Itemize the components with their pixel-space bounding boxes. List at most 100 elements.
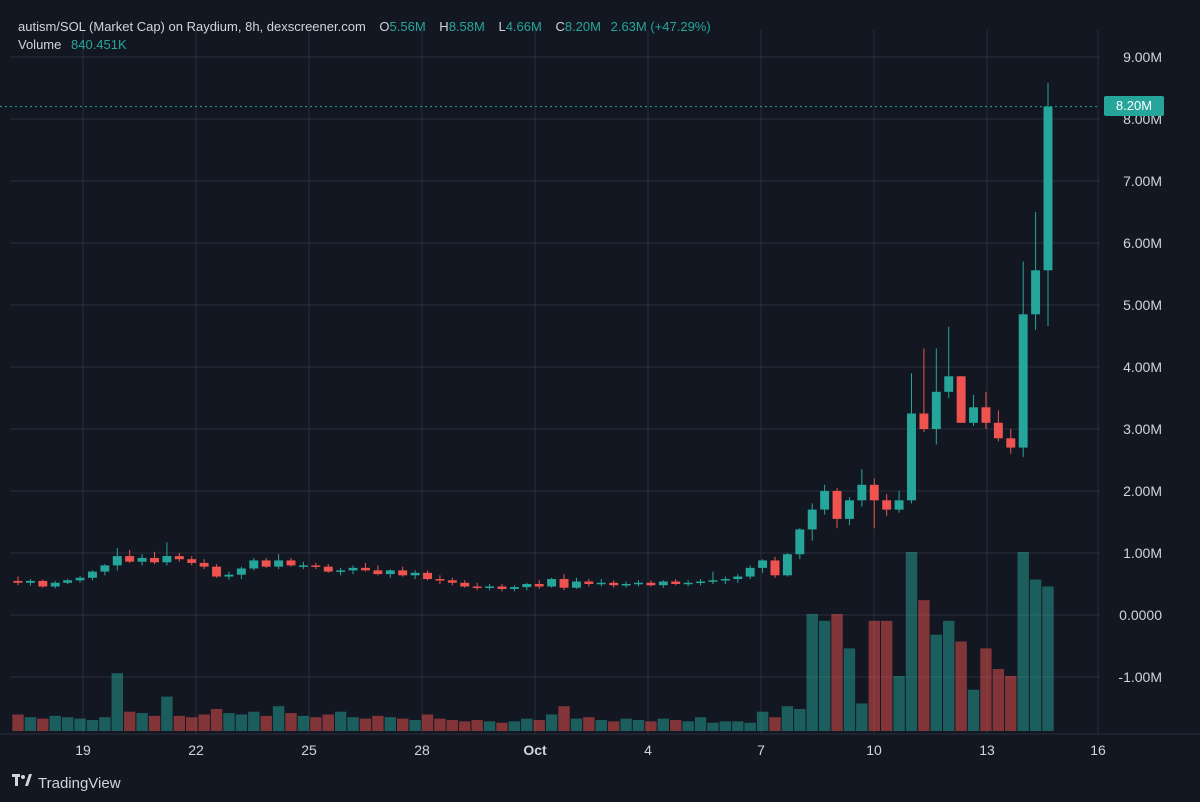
low-value: 4.66M [505,19,542,34]
candle-body [63,580,73,583]
candle-body [112,556,122,566]
candle-body [1043,106,1053,271]
volume-bar [310,717,322,731]
y-tick-label: 6.00M [1123,235,1162,251]
y-tick-label: 9.00M [1123,49,1162,65]
candle-body [150,557,159,563]
candle-body [410,572,420,576]
candle-body [485,586,495,588]
volume-bar [508,721,521,731]
last-price-tag: 8.20M [1104,96,1164,116]
candle-body [993,422,1003,439]
x-tick-label: 19 [75,742,91,758]
high-value: 8.58M [448,19,485,34]
volume-bar [756,711,769,731]
candle-body [274,560,284,567]
volume-bar [446,719,459,731]
candle-body [423,572,432,580]
volume-bar [86,719,99,731]
tradingview-logo-icon [12,774,32,793]
volume-bar [967,689,980,731]
candle-body [807,509,817,530]
candle-body [373,570,383,575]
volume-bar [1017,552,1029,731]
candle-body [522,584,532,588]
volume-bar [806,613,818,731]
candle-body [571,581,581,588]
volume-bar [533,719,545,731]
candle-body [671,581,681,584]
candle-body [658,581,668,586]
candle-body [981,407,991,423]
volume-bar [471,719,483,731]
candle-body [137,557,147,562]
candle-body [745,567,755,577]
volume-bar [570,718,583,731]
candle-body [882,500,892,510]
volume-bar [719,721,732,731]
volume-bar [198,714,210,731]
volume-bar [521,718,533,731]
volume-bar [372,715,384,731]
candle-body [907,413,916,501]
candle-body [683,582,693,585]
chart-legend: autism/SOL (Market Cap) on Raydium, 8h, … [18,18,711,54]
x-tick-label: 25 [301,742,317,758]
volume-bar [992,669,1005,731]
candle-body [708,580,718,582]
volume-bar [24,717,37,731]
volume-bar [334,711,347,731]
candle-body [286,560,296,566]
candle-body [298,565,308,567]
candle-body [795,529,805,555]
brand-name: TradingView [38,775,121,792]
volume-bar [943,620,955,731]
y-tick-label: 0.0000 [1119,607,1162,623]
close-label: C [555,19,565,34]
close-value: 8.20M [564,19,601,34]
x-tick-label: 16 [1090,742,1106,758]
candle-body [956,376,966,423]
x-tick-label: 7 [757,742,765,758]
candle-body [323,566,333,572]
candle-body [931,391,941,429]
volume-bar [359,718,372,731]
candle-body [534,584,544,587]
ohlc-row: autism/SOL (Market Cap) on Raydium, 8h, … [18,18,711,36]
volume-bar [880,620,893,731]
candle-body [720,579,730,581]
volume-bar [347,717,359,731]
volume-bar [818,620,831,731]
tradingview-logo[interactable]: TradingView [12,774,121,793]
candle-body [236,568,246,575]
volume-bar [670,719,682,731]
candle-body [100,565,110,572]
candle-body [944,376,954,392]
candle-body [844,500,854,519]
price-axis[interactable]: 9.00M8.00M7.00M6.00M5.00M4.00M3.00M2.00M… [1118,49,1162,685]
time-axis[interactable]: 19 22 25 28 Oct 4 7 10 13 16 [75,742,1106,758]
candle-body [472,586,482,588]
y-tick-label: 4.00M [1123,359,1162,375]
volume-bar [297,715,310,731]
candles [13,83,1053,592]
candle-body [1006,438,1016,448]
candle-body [212,566,222,577]
volume-bar [1029,579,1042,731]
candle-body [497,586,507,589]
candle-body [584,581,594,584]
volume-bar [1042,586,1054,731]
volume-bar [583,717,595,731]
volume-bar [322,714,334,731]
y-tick-label: 5.00M [1123,297,1162,313]
open-label: O [379,19,390,34]
volume-bars [12,552,1054,731]
volume-bar [1005,675,1017,731]
volume-bar [99,717,111,731]
volume-bar [186,717,198,731]
candle-body [634,582,643,585]
low-label: L [498,19,506,34]
symbol-title[interactable]: autism/SOL (Market Cap) on Raydium, 8h, … [18,19,366,34]
volume-bar [558,706,570,731]
